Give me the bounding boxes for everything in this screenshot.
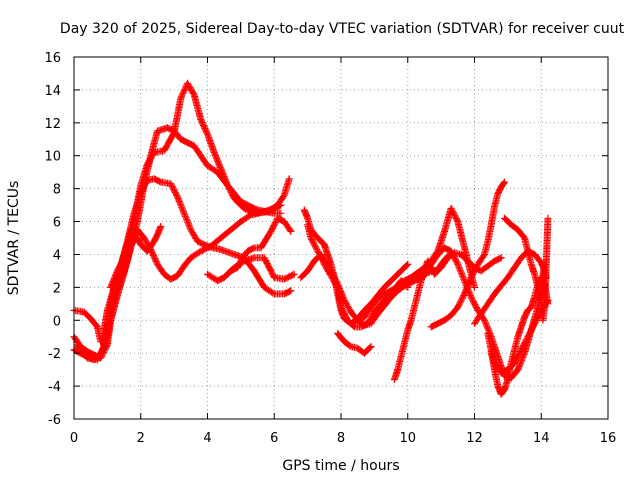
y-tick-label: 12 — [44, 117, 61, 132]
y-tick-label: -2 — [48, 347, 61, 362]
data-series — [347, 260, 412, 328]
x-tick-label: 4 — [203, 431, 211, 446]
plus-markers — [107, 223, 165, 291]
y-tick-label: 4 — [53, 248, 61, 263]
y-tick-label: -4 — [48, 380, 61, 395]
chart-title: Day 320 of 2025, Sidereal Day-to-day VTE… — [60, 21, 625, 37]
x-tick-label: 14 — [533, 431, 550, 446]
y-tick-label: 8 — [53, 183, 61, 198]
y-tick-label: 2 — [53, 281, 61, 296]
data-series — [471, 247, 550, 328]
y-tick-label: -6 — [48, 413, 61, 428]
y-tick-label: 0 — [53, 314, 61, 329]
x-tick-labels: 0 2 4 6 8 10 12 14 16 — [70, 431, 616, 446]
plus-markers — [471, 247, 550, 328]
plus-markers — [390, 252, 452, 383]
data-points — [70, 79, 552, 398]
data-series — [390, 252, 452, 383]
plus-markers — [224, 254, 298, 283]
data-series — [107, 223, 165, 291]
x-tick-label: 12 — [466, 431, 483, 446]
plus-markers — [73, 201, 285, 364]
x-axis-title: GPS time / hours — [282, 458, 399, 474]
data-series — [224, 254, 298, 283]
data-series — [427, 178, 508, 331]
x-tick-label: 10 — [399, 431, 416, 446]
data-series — [360, 282, 412, 329]
y-tick-label: 6 — [53, 216, 61, 231]
axis-ticks — [73, 56, 609, 420]
x-tick-label: 8 — [337, 431, 345, 446]
y-tick-label: 10 — [44, 150, 61, 165]
x-tick-label: 16 — [600, 431, 617, 446]
y-tick-label: 16 — [44, 51, 61, 66]
y-axis-title: SDTVAR / TECUs — [6, 181, 22, 296]
plus-markers — [334, 329, 375, 357]
y-tick-labels: -6 -4 -2 0 2 4 6 8 10 12 14 16 — [44, 51, 61, 428]
plus-markers — [360, 282, 412, 329]
y-tick-label: 14 — [44, 84, 61, 99]
plus-markers — [487, 297, 552, 377]
plus-markers — [347, 260, 412, 328]
plus-markers — [427, 178, 508, 331]
x-tick-label: 2 — [137, 431, 145, 446]
data-series — [73, 201, 285, 364]
data-series — [487, 297, 552, 377]
data-series — [334, 329, 375, 357]
x-tick-label: 0 — [70, 431, 78, 446]
x-tick-label: 6 — [270, 431, 278, 446]
